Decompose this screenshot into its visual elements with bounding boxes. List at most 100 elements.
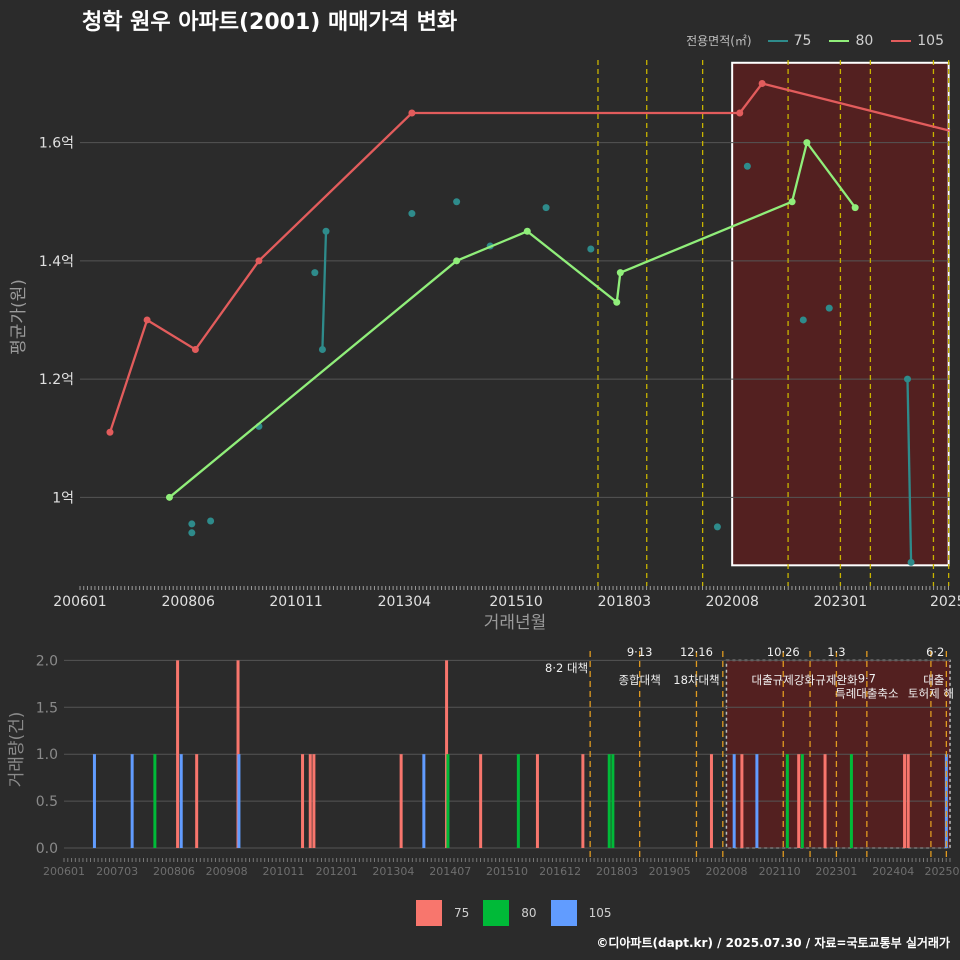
volume-bar-80: [516, 754, 520, 848]
y-tick-label: 1억: [52, 490, 74, 506]
volume-x-tick-label: 200806: [153, 865, 195, 878]
volume-bar-75: [740, 754, 744, 848]
policy-annotation: 대출규제강화: [752, 673, 816, 687]
volume-bar-75: [312, 754, 316, 848]
x-axis-title: 거래년월: [484, 613, 547, 633]
volume-legend-swatch-105: [550, 900, 577, 926]
volume-x-tick-label: 202008: [705, 865, 747, 878]
volume-bar-75: [823, 754, 827, 848]
volume-bar-75: [581, 754, 585, 848]
data-point-75: [318, 346, 326, 354]
volume-legend-swatch-75: [416, 900, 442, 926]
data-point-80: [165, 493, 173, 501]
series-line-80: [168, 139, 857, 499]
data-point-80: [613, 298, 621, 306]
legend-area: 전용면적(㎡) 75 80 105: [686, 32, 952, 49]
volume-x-tick-label: 201011: [262, 865, 304, 878]
volume-x-tick-label: 201201: [316, 865, 358, 878]
volume-legend-item-75: 75: [416, 900, 469, 926]
data-point-80: [803, 139, 811, 147]
policy-annotation: 9·13: [627, 645, 653, 659]
policy-annotation: 규제완화: [815, 673, 858, 687]
data-point-75: [799, 316, 807, 324]
data-point-80: [453, 257, 461, 265]
x-tick-label: 200806: [162, 594, 216, 610]
volume-x-tick-label: 201612: [539, 865, 581, 878]
policy-annotation: 12·16: [680, 645, 713, 659]
volume-x-tick-label: 200601: [43, 865, 85, 878]
volume-bar-75: [301, 754, 305, 848]
volume-bar-75: [176, 660, 180, 848]
data-point-75: [188, 529, 196, 537]
policy-annotation: 9·7: [858, 671, 876, 685]
policy-annotation: 토허제 해: [908, 687, 954, 701]
y-tick-label: 1.6억: [39, 136, 74, 152]
data-point-105: [191, 346, 199, 354]
policy-annotation: 1·3: [827, 645, 845, 659]
data-point-105: [106, 428, 114, 436]
volume-bar-75: [903, 754, 907, 848]
data-point-75: [322, 227, 330, 235]
policy-annotation: 8·2 대책: [545, 661, 588, 675]
volume-legend-label-80: 80: [521, 906, 537, 920]
volume-bar-75: [399, 754, 403, 848]
volume-x-tick-label: 200703: [96, 865, 138, 878]
volume-y-tick-label: 1.0: [36, 747, 58, 763]
legend-label-105: 105: [917, 32, 944, 49]
series-line-75: [321, 231, 328, 350]
data-point-75: [408, 210, 416, 218]
data-point-105: [255, 257, 263, 265]
volume-x-tick-label: 202110: [759, 865, 801, 878]
data-point-75: [713, 523, 721, 531]
volume-y-tick-label: 2.0: [36, 653, 58, 669]
volume-x-tick-label: 201803: [596, 865, 638, 878]
volume-legend: 75 80 105: [416, 900, 625, 926]
y-tick-label: 1.4억: [39, 254, 74, 270]
data-point-75: [453, 198, 461, 206]
data-point-80: [523, 227, 531, 235]
volume-chart: 0.0 0.5 1.0 1.5 2.0 8·2 대책 9·13 종합대책 12·16 18차대책 1…: [7, 645, 960, 878]
data-point-80: [616, 269, 624, 277]
legend-title: 전용면적(㎡): [686, 34, 752, 48]
volume-x-tick-label: 202404: [872, 865, 914, 878]
volume-bar-80: [153, 754, 157, 848]
data-point-105: [143, 316, 151, 324]
series-line-75: [906, 379, 913, 563]
volume-bar-75: [195, 754, 199, 848]
data-point-75: [743, 162, 751, 170]
volume-bar-75: [906, 754, 910, 848]
volume-bar-80: [611, 754, 615, 848]
volume-bar-105: [755, 754, 759, 848]
volume-bar-75: [709, 754, 713, 848]
volume-bar-75: [797, 754, 801, 848]
volume-bar-80: [800, 754, 804, 848]
y-tick-label: 1.2억: [39, 372, 74, 388]
volume-bar-75: [308, 754, 312, 848]
policy-annotation: 10·26: [767, 645, 800, 659]
x-tick-label: 2025: [930, 594, 960, 610]
legend-swatch-105: [891, 39, 912, 42]
volume-bar-105: [732, 754, 736, 848]
volume-bar-105: [92, 754, 96, 848]
policy-annotation: 특례대출축소: [835, 687, 898, 701]
volume-y-tick-label: 1.5: [36, 700, 58, 716]
data-point-75: [825, 304, 833, 312]
policy-annotation: 종합대책: [619, 673, 661, 687]
volume-legend-label-105: 105: [588, 906, 612, 920]
data-point-75: [542, 204, 550, 212]
data-point-75: [207, 517, 215, 525]
data-point-75: [311, 269, 319, 277]
series-line-105: [108, 82, 951, 433]
credit-line: ©디아파트(dapt.kr) / 2025.07.30 / 자료=국토교통부 실…: [596, 936, 950, 950]
volume-bar-80: [785, 754, 789, 848]
volume-bar-75: [479, 754, 483, 848]
volume-x-tick-label: 200908: [206, 865, 248, 878]
volume-bar-80: [446, 754, 450, 848]
volume-legend-label-75: 75: [454, 906, 470, 920]
data-point-105: [736, 109, 744, 117]
x-tick-label: 201510: [489, 594, 542, 610]
x-tick-label: 202301: [814, 594, 867, 610]
legend-swatch-75: [767, 39, 788, 42]
volume-y-tick-label: 0.0: [36, 841, 58, 857]
